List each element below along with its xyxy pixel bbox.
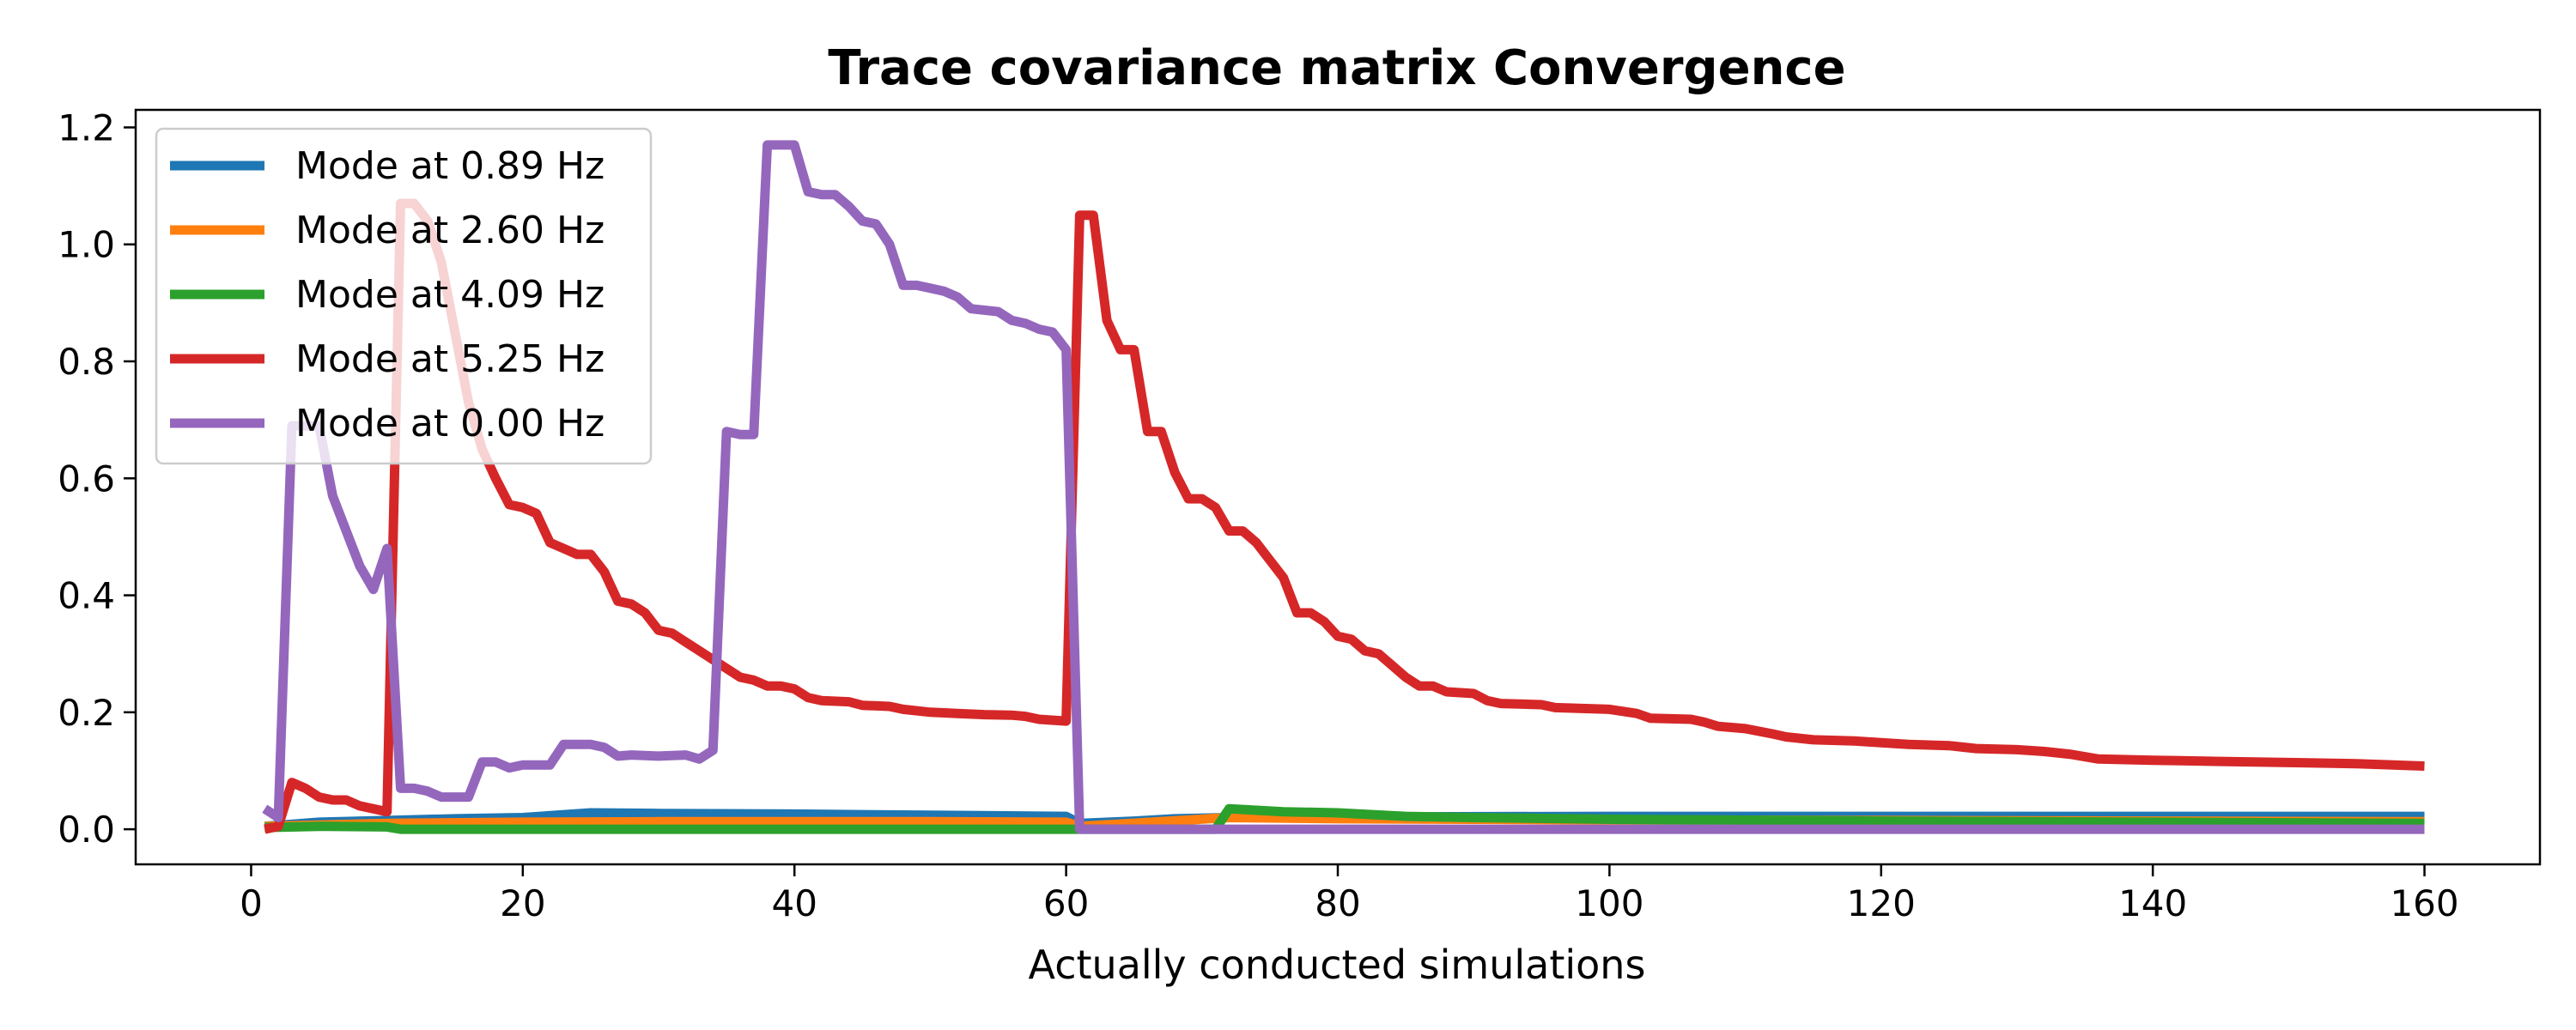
x-axis-label: Actually conducted simulations [1029, 942, 1646, 988]
x-tick-label: 140 [2118, 882, 2187, 924]
x-tick-label: 40 [772, 882, 817, 924]
legend-item: Mode at 0.00 Hz [170, 402, 605, 445]
y-tick-label: 0.2 [58, 692, 115, 734]
series-line-4 [264, 198, 2425, 834]
legend-label: Mode at 4.09 Hz [295, 273, 605, 317]
series-line-3 [264, 803, 2425, 834]
legend-label: Mode at 0.00 Hz [295, 402, 605, 445]
y-tick-label: 1.2 [58, 106, 115, 148]
legend-item: Mode at 0.89 Hz [170, 144, 605, 188]
legend-item: Mode at 2.60 Hz [170, 209, 605, 252]
x-tick-label: 160 [2390, 882, 2458, 924]
legend-item: Mode at 4.09 Hz [170, 273, 605, 317]
chart-title: Trace covariance matrix Convergence [828, 40, 1845, 96]
series-line-5 [262, 140, 2425, 834]
x-tick-label: 0 [240, 882, 263, 924]
y-axis: 0.0 0.2 0.4 0.6 0.8 1.0 1.2 [58, 106, 136, 851]
x-tick-label: 20 [500, 882, 545, 924]
legend-label: Mode at 0.89 Hz [295, 144, 605, 188]
y-tick-label: 1.0 [58, 224, 115, 266]
y-tick-label: 0.0 [58, 809, 115, 851]
x-tick-label: 80 [1315, 882, 1360, 924]
legend-item: Mode at 5.25 Hz [170, 337, 605, 381]
y-tick-label: 0.4 [58, 575, 115, 617]
legend: Mode at 0.89 Hz Mode at 2.60 Hz Mode at 4.… [155, 127, 653, 465]
x-tick-label: 60 [1043, 882, 1089, 924]
legend-label: Mode at 5.25 Hz [295, 337, 605, 381]
series-group [262, 140, 2425, 834]
legend-box [155, 127, 653, 465]
x-axis: 0 20 40 60 80 100 120 140 160 [240, 864, 2459, 924]
y-tick-label: 0.6 [58, 457, 115, 500]
x-tick-label: 100 [1575, 882, 1643, 924]
y-tick-label: 0.8 [58, 341, 115, 383]
x-tick-label: 120 [1847, 882, 1916, 924]
legend-label: Mode at 2.60 Hz [295, 209, 605, 252]
